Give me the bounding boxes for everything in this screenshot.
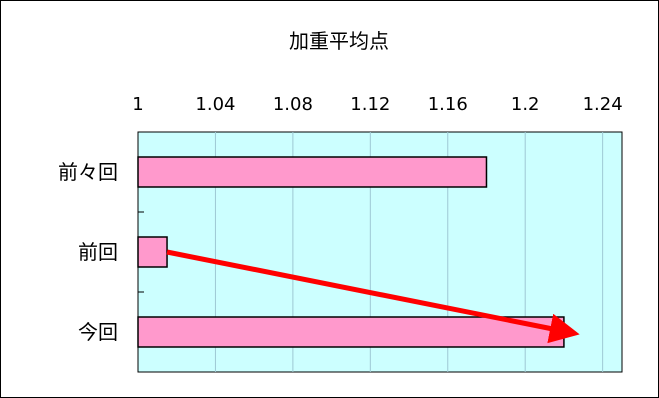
x-tick-label: 1.04 xyxy=(195,94,235,115)
category-label: 前々回 xyxy=(58,160,118,184)
annotation xyxy=(166,249,580,344)
x-tick-label: 1 xyxy=(132,94,143,115)
x-tick-label: 1.24 xyxy=(583,94,623,115)
x-tick-label: 1.2 xyxy=(511,94,540,115)
bar xyxy=(137,156,488,188)
y-axis xyxy=(138,211,144,293)
x-tick-labels: 1 1.04 1.08 1.12 1.16 1.2 1.24 xyxy=(132,94,622,115)
bar xyxy=(137,316,565,348)
bar xyxy=(137,236,168,268)
category-label: 今回 xyxy=(78,320,118,344)
x-tick-label: 1.08 xyxy=(273,94,313,115)
trend-arrow xyxy=(166,249,580,344)
x-tick-label: 1.12 xyxy=(350,94,390,115)
category-label: 前回 xyxy=(78,240,118,264)
x-tick-label: 1.16 xyxy=(428,94,468,115)
bars xyxy=(137,156,565,348)
chart-title: 加重平均点 xyxy=(289,29,389,53)
